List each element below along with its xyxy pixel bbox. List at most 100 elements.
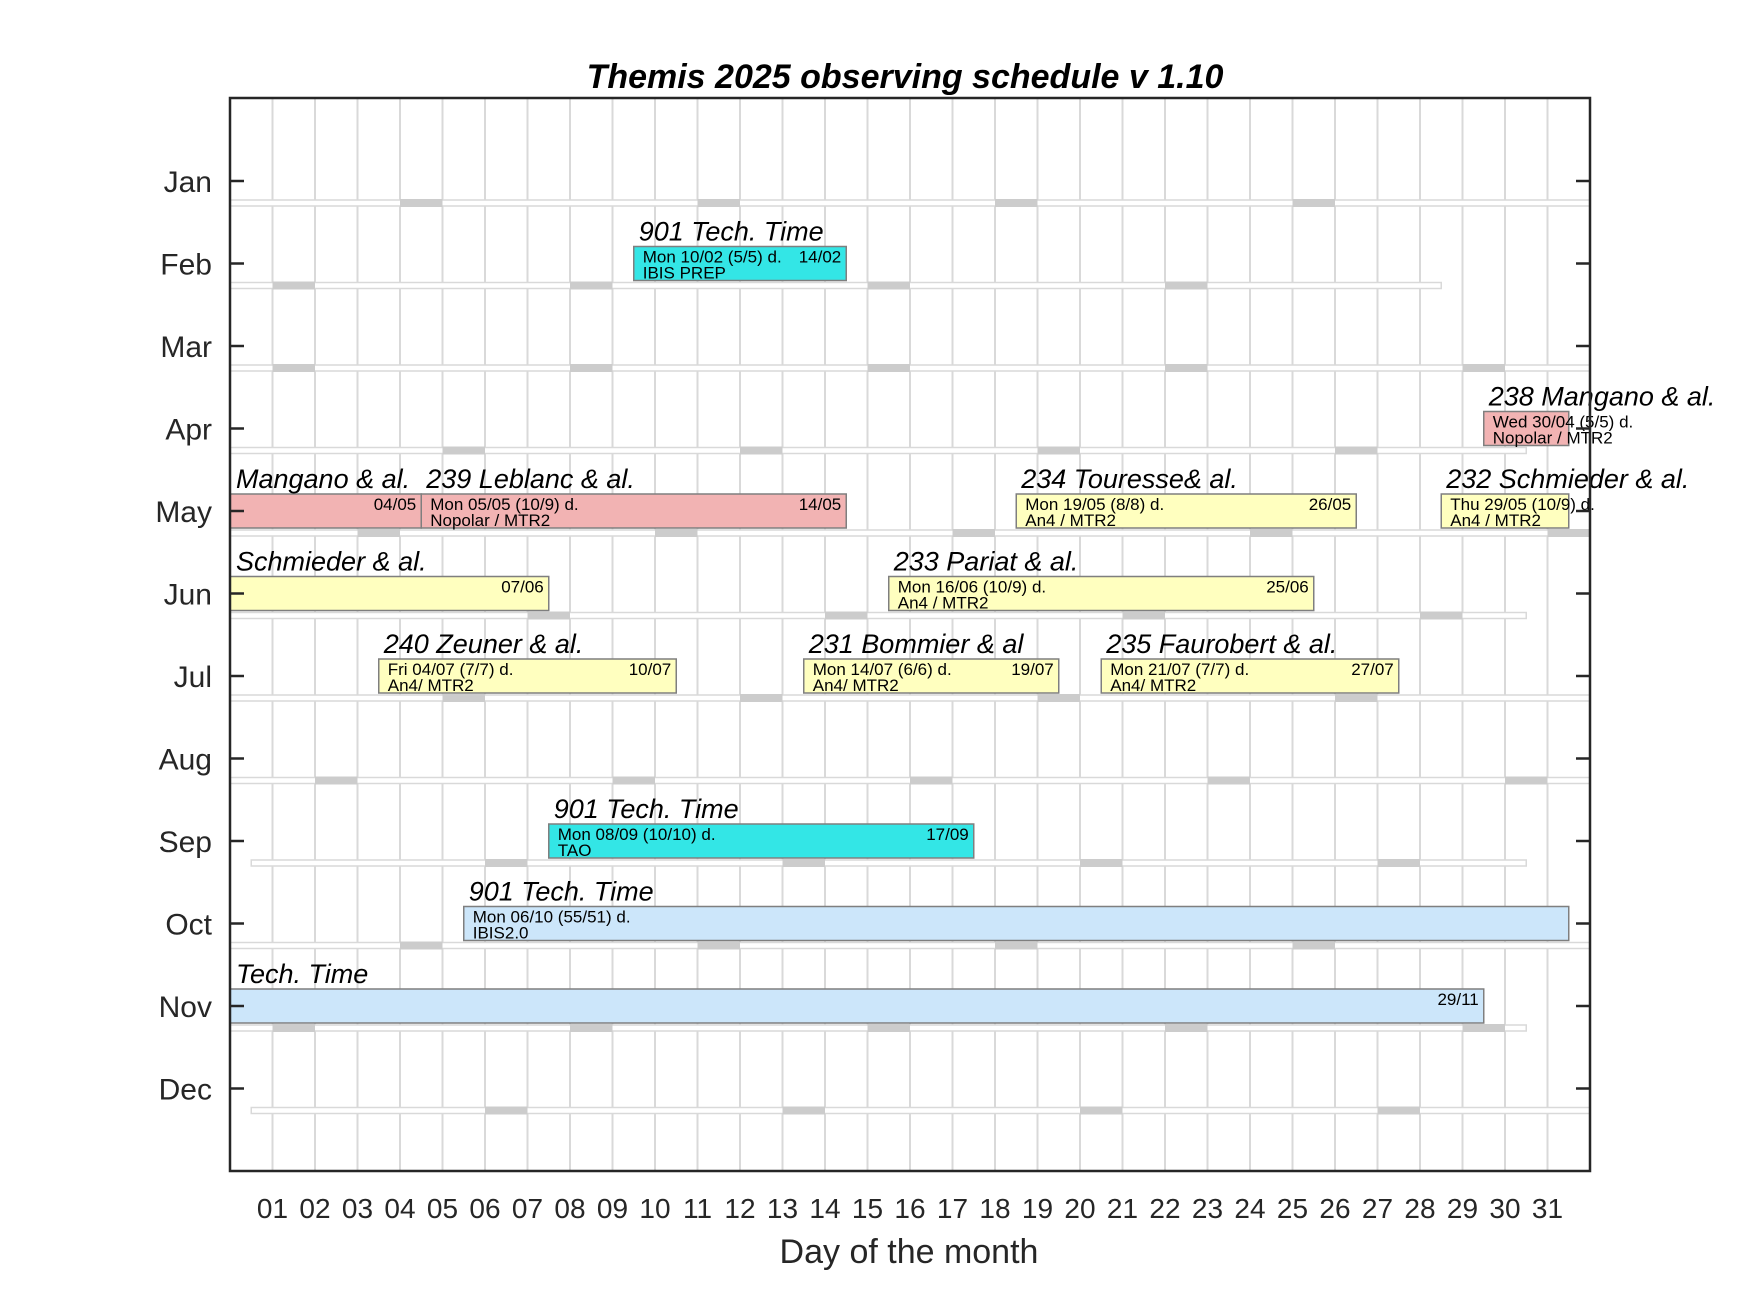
month-label: Aug [159, 744, 212, 777]
day-tick-label: 13 [767, 1193, 798, 1224]
program-dates: Mon 14/07 (6/6) d. [813, 660, 952, 679]
weekend-marker [1122, 611, 1165, 620]
month-separator [250, 859, 1527, 867]
weekend-marker [697, 941, 740, 950]
program-bar [1440, 493, 1570, 529]
program-dates: Mon 21/07 (7/7) d. [1110, 660, 1249, 679]
program-bar [888, 575, 1315, 612]
month-label: Apr [165, 414, 212, 447]
weekend-marker [1292, 199, 1335, 207]
program-bar [1100, 658, 1400, 694]
program-end-date: 10/07 [629, 660, 672, 679]
program-dates: Mon 05/05 (10/9) d. [430, 495, 578, 514]
weekend-marker [740, 694, 783, 702]
weekend-marker [867, 1024, 910, 1032]
weekend-marker [867, 281, 910, 290]
program-instrument: An4 / MTR2 [1025, 511, 1116, 530]
program-title: Tech. Time [236, 959, 368, 989]
day-tick-label: 09 [597, 1193, 628, 1224]
day-tick-label: 16 [894, 1193, 925, 1224]
day-tick-label: 18 [979, 1193, 1010, 1224]
weekend-marker [485, 859, 528, 867]
month-separator [229, 446, 1527, 455]
weekend-marker [1547, 529, 1590, 537]
plot-frame [228, 96, 1592, 1173]
program-instrument: An4/ MTR2 [813, 676, 899, 695]
program-bar [803, 658, 1060, 694]
day-tick-label: 19 [1022, 1193, 1053, 1224]
weekend-marker [1462, 1024, 1505, 1032]
program-dates: Thu 29/05 (10/9) d. [1450, 495, 1595, 514]
weekend-marker [782, 1106, 825, 1115]
month-label: Jun [164, 579, 212, 612]
weekend-marker [1420, 611, 1463, 620]
weekend-marker [1037, 446, 1080, 455]
program-instrument: An4/ MTR2 [1110, 676, 1196, 695]
weekend-marker [570, 281, 613, 290]
program-bar [378, 658, 677, 694]
day-tick-label: 24 [1234, 1193, 1265, 1224]
month-label: Nov [159, 991, 212, 1024]
weekend-marker [1335, 694, 1378, 702]
weekend-marker [400, 199, 443, 207]
program-dates: Mon 08/09 (10/10) d. [558, 825, 716, 844]
program-dates: Mon 10/02 (5/5) d. [643, 248, 782, 267]
program-bar [463, 905, 1570, 942]
month-separator [229, 281, 1442, 290]
day-tick-label: 22 [1149, 1193, 1180, 1224]
program-title: 232 Schmieder & al. [1445, 464, 1689, 494]
weekend-marker [995, 941, 1038, 950]
day-tick-label: 02 [299, 1193, 330, 1224]
program-title: 901 Tech. Time [554, 794, 739, 824]
program-end-date: 04/05 [374, 495, 417, 514]
program-end-date: 25/06 [1266, 578, 1309, 597]
program-dates: Mon 16/06 (10/9) d. [898, 578, 1046, 597]
weekend-marker [697, 199, 740, 207]
day-tick-label: 15 [852, 1193, 883, 1224]
weekend-marker [825, 611, 868, 620]
program-title: 235 Faurobert & al. [1105, 629, 1337, 659]
program-instrument: An4 / MTR2 [1450, 511, 1541, 530]
program-bar [420, 493, 847, 529]
day-tick-label: 10 [639, 1193, 670, 1224]
program-end-date: 14/02 [799, 248, 842, 267]
day-tick-label: 08 [554, 1193, 585, 1224]
weekend-marker [1165, 1024, 1208, 1032]
day-tick-label: 01 [257, 1193, 288, 1224]
month-separator [229, 529, 1591, 537]
weekend-marker [485, 1106, 528, 1115]
program-title: 240 Zeuner & al. [383, 629, 584, 659]
program-end-date: 17/09 [926, 825, 969, 844]
program-bar [633, 245, 847, 282]
program-end-date: 07/06 [501, 578, 544, 597]
program-bar [229, 575, 550, 612]
program-dates: Mon 06/10 (55/51) d. [473, 908, 631, 927]
program-instrument: Nopolar / MTR2 [1493, 429, 1613, 448]
day-tick-label: 31 [1532, 1193, 1563, 1224]
day-tick-label: 20 [1064, 1193, 1095, 1224]
program-end-date: 26/05 [1309, 495, 1352, 514]
day-tick-label: 07 [512, 1193, 543, 1224]
month-label: Oct [165, 909, 212, 942]
weekend-marker [1377, 1106, 1420, 1115]
program-end-date: 14/05 [799, 495, 842, 514]
month-separator [229, 611, 1527, 620]
month-label: Mar [160, 331, 212, 364]
weekend-marker [1080, 859, 1123, 867]
weekend-marker [1335, 446, 1378, 455]
day-tick-label: 06 [469, 1193, 500, 1224]
weekend-marker [272, 281, 315, 290]
month-label: Sep [159, 826, 212, 859]
program-bar [1015, 493, 1357, 529]
program-instrument: An4/ MTR2 [388, 676, 474, 695]
weekend-marker [782, 859, 825, 867]
weekend-marker [1207, 776, 1250, 785]
weekend-marker [400, 941, 443, 950]
program-dates: Wed 30/04 (5/5) d. [1493, 413, 1634, 432]
month-separator [229, 694, 1591, 702]
program-title: 231 Bommier & al [808, 629, 1025, 659]
weekend-marker [442, 446, 485, 455]
day-tick-label: 26 [1319, 1193, 1350, 1224]
